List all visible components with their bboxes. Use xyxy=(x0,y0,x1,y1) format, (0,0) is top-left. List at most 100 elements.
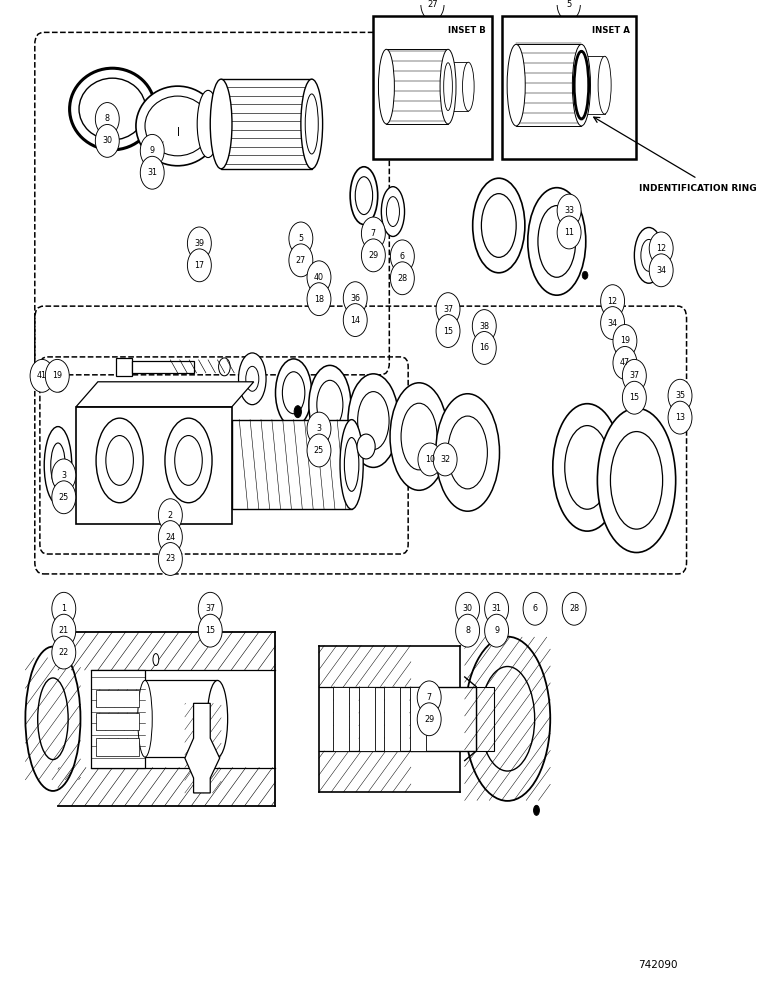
Ellipse shape xyxy=(317,380,343,429)
Circle shape xyxy=(557,0,581,20)
Circle shape xyxy=(417,681,441,714)
Circle shape xyxy=(421,0,444,20)
Text: 5: 5 xyxy=(298,234,303,243)
Text: 9: 9 xyxy=(494,626,499,635)
Text: 19: 19 xyxy=(52,371,63,380)
Text: 8: 8 xyxy=(105,114,110,123)
Circle shape xyxy=(455,592,479,625)
Circle shape xyxy=(485,592,509,625)
Ellipse shape xyxy=(305,94,318,154)
Ellipse shape xyxy=(301,79,323,169)
Text: 23: 23 xyxy=(165,554,175,563)
Ellipse shape xyxy=(344,438,359,491)
Ellipse shape xyxy=(507,44,525,126)
Circle shape xyxy=(436,293,460,326)
Bar xyxy=(359,687,375,751)
Bar xyxy=(96,738,139,756)
Circle shape xyxy=(418,443,442,476)
Circle shape xyxy=(52,481,76,514)
Ellipse shape xyxy=(294,406,301,418)
Text: 35: 35 xyxy=(675,391,685,400)
Circle shape xyxy=(433,443,457,476)
Circle shape xyxy=(52,636,76,669)
Text: INDENTIFICATION RING: INDENTIFICATION RING xyxy=(639,184,757,193)
Ellipse shape xyxy=(611,432,662,529)
Text: 30: 30 xyxy=(103,136,112,145)
Ellipse shape xyxy=(577,58,587,112)
Circle shape xyxy=(188,249,212,282)
Circle shape xyxy=(601,307,625,339)
Circle shape xyxy=(557,216,581,249)
Text: 25: 25 xyxy=(314,446,324,455)
Circle shape xyxy=(485,614,509,647)
Text: 10: 10 xyxy=(425,455,435,464)
Text: INSET B: INSET B xyxy=(448,26,486,35)
Ellipse shape xyxy=(276,359,312,427)
Ellipse shape xyxy=(472,178,525,273)
Ellipse shape xyxy=(378,49,394,124)
Text: 6: 6 xyxy=(400,252,405,261)
Ellipse shape xyxy=(165,418,212,503)
Text: 40: 40 xyxy=(314,273,324,282)
Ellipse shape xyxy=(208,680,228,757)
Ellipse shape xyxy=(96,418,143,503)
Ellipse shape xyxy=(387,197,399,226)
Bar xyxy=(516,44,581,126)
Ellipse shape xyxy=(565,426,610,509)
Text: 28: 28 xyxy=(569,604,579,613)
Ellipse shape xyxy=(582,271,588,279)
Polygon shape xyxy=(76,382,254,407)
Ellipse shape xyxy=(390,383,448,490)
Ellipse shape xyxy=(574,51,589,119)
Circle shape xyxy=(557,194,581,227)
Bar xyxy=(374,16,492,159)
Bar xyxy=(448,62,469,111)
Text: 31: 31 xyxy=(147,168,157,177)
Ellipse shape xyxy=(355,177,373,215)
Circle shape xyxy=(649,232,673,265)
Ellipse shape xyxy=(401,403,437,470)
Circle shape xyxy=(158,521,182,554)
Text: 3: 3 xyxy=(61,471,66,480)
Text: 1: 1 xyxy=(61,604,66,613)
Circle shape xyxy=(622,359,646,392)
Text: 7: 7 xyxy=(427,693,432,702)
Text: 37: 37 xyxy=(443,305,453,314)
Ellipse shape xyxy=(38,678,68,760)
Ellipse shape xyxy=(145,96,210,156)
Ellipse shape xyxy=(153,654,159,666)
Ellipse shape xyxy=(79,78,146,140)
Text: 31: 31 xyxy=(492,604,502,613)
Text: 15: 15 xyxy=(629,393,639,402)
Text: 12: 12 xyxy=(608,297,618,306)
Text: 21: 21 xyxy=(59,626,69,635)
Bar xyxy=(476,687,494,751)
Circle shape xyxy=(472,310,496,342)
Text: 14: 14 xyxy=(350,316,361,325)
Ellipse shape xyxy=(136,86,219,166)
Ellipse shape xyxy=(598,56,611,114)
Text: 28: 28 xyxy=(398,274,408,283)
Circle shape xyxy=(668,401,692,434)
Text: 38: 38 xyxy=(479,322,489,331)
Ellipse shape xyxy=(283,372,305,414)
Text: 24: 24 xyxy=(165,533,175,542)
Circle shape xyxy=(141,156,164,189)
Ellipse shape xyxy=(533,805,540,815)
Text: 34: 34 xyxy=(656,266,666,275)
Text: 6: 6 xyxy=(533,604,537,613)
Circle shape xyxy=(562,592,586,625)
Ellipse shape xyxy=(210,79,232,169)
Ellipse shape xyxy=(44,427,72,504)
Text: 37: 37 xyxy=(629,371,639,380)
Circle shape xyxy=(52,614,76,647)
Circle shape xyxy=(95,124,119,157)
Bar xyxy=(334,687,350,751)
Text: 7: 7 xyxy=(371,229,376,238)
Ellipse shape xyxy=(309,365,351,444)
Ellipse shape xyxy=(598,408,676,553)
Ellipse shape xyxy=(25,647,80,791)
Circle shape xyxy=(52,459,76,492)
Circle shape xyxy=(601,285,625,318)
Circle shape xyxy=(361,217,385,250)
